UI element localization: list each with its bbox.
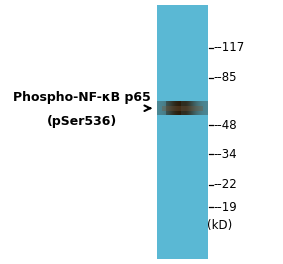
Bar [174, 101, 176, 115]
Bar [165, 101, 166, 115]
Bar [191, 101, 192, 115]
Bar [204, 101, 205, 115]
Bar [201, 101, 202, 115]
Bar [161, 101, 162, 115]
Bar [205, 101, 206, 115]
Bar [168, 101, 170, 115]
Bar [186, 101, 187, 115]
Bar [190, 101, 191, 115]
Bar [158, 101, 159, 115]
Text: (pSer536): (pSer536) [47, 115, 117, 128]
Text: --85: --85 [214, 71, 237, 84]
Bar [167, 101, 169, 115]
Bar [194, 101, 195, 115]
Bar [193, 101, 194, 115]
Bar [206, 101, 207, 115]
Bar [195, 101, 196, 115]
Bar [176, 101, 178, 115]
Bar [179, 101, 180, 115]
Bar [157, 5, 208, 259]
Text: --117: --117 [214, 41, 245, 54]
Bar [172, 101, 174, 115]
Bar [169, 101, 171, 115]
Bar [200, 101, 201, 115]
Bar [192, 101, 193, 115]
Bar [189, 101, 190, 115]
Bar [160, 101, 161, 115]
Bar [183, 101, 184, 115]
Text: --48: --48 [214, 119, 237, 132]
Text: --22: --22 [214, 178, 237, 191]
Bar [157, 101, 158, 115]
Text: --19: --19 [214, 201, 237, 214]
Bar [185, 101, 186, 115]
Bar [163, 101, 164, 115]
Text: (kD): (kD) [207, 219, 232, 232]
Bar [166, 101, 168, 115]
Bar [203, 101, 204, 115]
Bar [186, 101, 188, 115]
Bar [179, 101, 181, 115]
Bar [197, 101, 198, 115]
Bar [196, 101, 197, 115]
Bar [188, 101, 189, 115]
Bar [175, 101, 177, 115]
Bar [164, 101, 166, 115]
Bar [170, 101, 171, 115]
Bar [184, 101, 185, 115]
Bar [162, 101, 164, 115]
Bar [173, 101, 175, 115]
Bar [181, 101, 183, 115]
Bar [198, 101, 199, 115]
Text: Phospho-NF-κB p65: Phospho-NF-κB p65 [13, 91, 151, 104]
Bar [207, 101, 208, 115]
Bar [177, 101, 179, 115]
Text: --34: --34 [214, 148, 237, 161]
Bar [159, 101, 160, 115]
Bar [181, 101, 182, 115]
Bar [171, 101, 173, 115]
Bar [199, 101, 200, 115]
Bar [202, 101, 203, 115]
Bar [162, 106, 203, 111]
